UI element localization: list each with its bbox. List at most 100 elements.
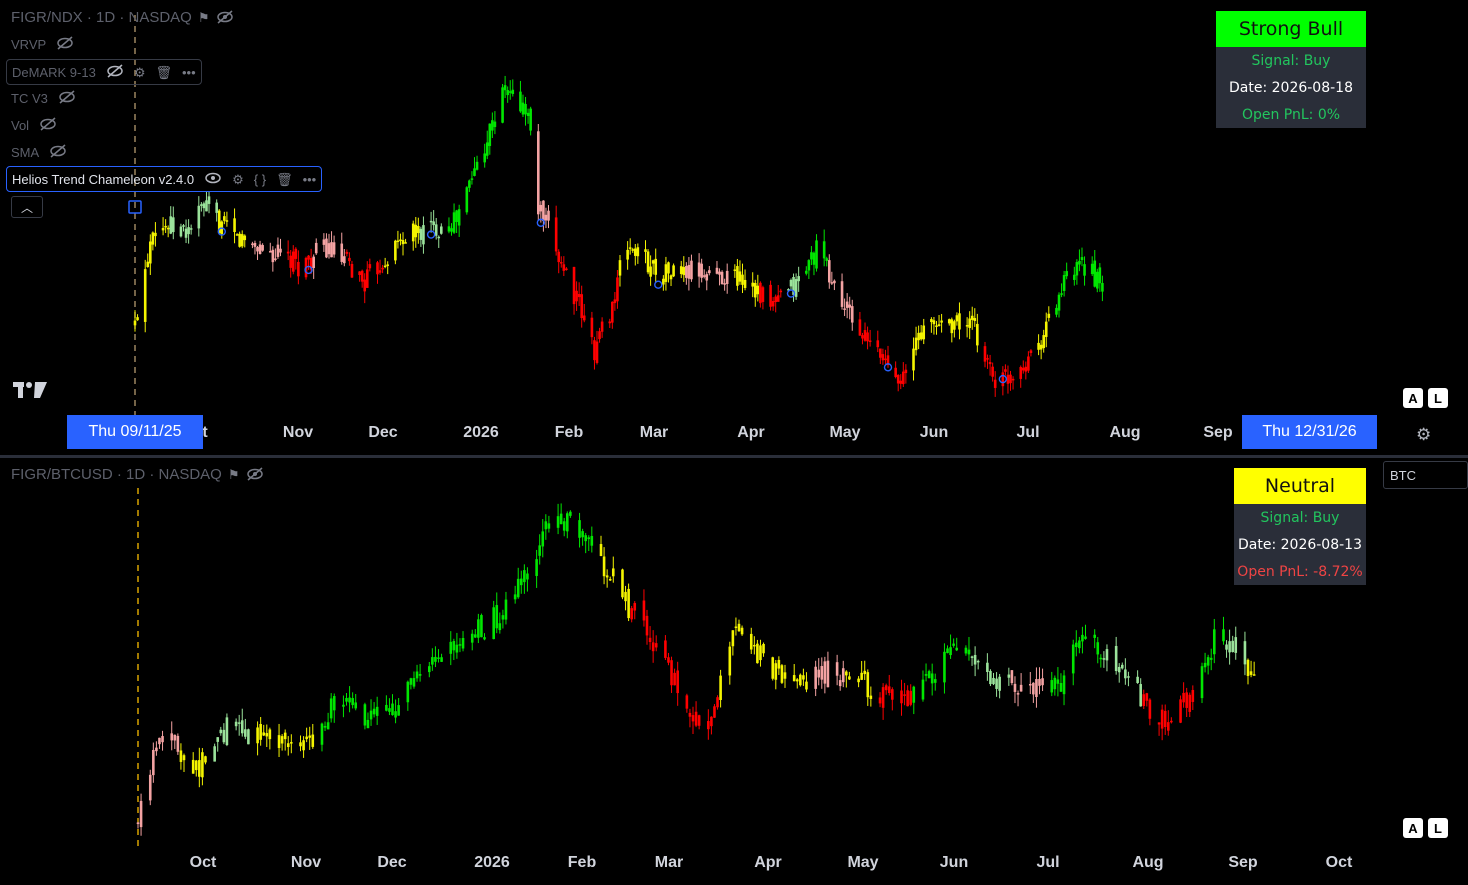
status-date: Date: 2026-08-18: [1229, 79, 1353, 96]
flag-icon[interactable]: ⚑: [197, 10, 210, 25]
candle-body: [826, 660, 830, 688]
candle-body: [664, 264, 668, 282]
time-axis-btc[interactable]: Oct Nov Dec 2026 Feb Mar Apr May Jun Jul Aug Sep Oct: [0, 850, 1468, 878]
candle-body: [1231, 640, 1234, 653]
candle-body: [644, 249, 647, 252]
indicator-sma[interactable]: SMA: [6, 140, 72, 164]
eye-off-icon[interactable]: [58, 90, 76, 106]
candle-body: [261, 245, 264, 251]
symbol-legend-btc[interactable]: FIGR/BTCUSD · 1D · NASDAQ ⚑: [11, 466, 264, 483]
candle-body: [332, 242, 336, 255]
candle-body: [529, 108, 532, 131]
candle-body: [973, 654, 977, 665]
candle-body: [611, 568, 615, 577]
candle-body: [1102, 658, 1106, 660]
pivot-marker: [998, 374, 1008, 384]
candle-body: [924, 674, 928, 676]
indicator-vrvp[interactable]: VRVP: [6, 32, 79, 56]
candle-body: [691, 715, 695, 722]
collapse-legend-button[interactable]: ︿: [11, 196, 43, 218]
candle-body: [756, 643, 759, 664]
eye-off-icon[interactable]: [56, 36, 74, 52]
candle-body: [687, 265, 691, 279]
chevron-up-icon: ︿: [20, 200, 33, 215]
more-icon[interactable]: •••: [181, 64, 196, 80]
candle-body: [412, 678, 416, 687]
candle-body: [265, 733, 269, 737]
candle-body: [688, 712, 692, 717]
candle-body: [205, 200, 208, 212]
candle-body: [651, 260, 655, 264]
symbol-legend-ndx[interactable]: FIGR/NDX · 1D · NASDAQ ⚑: [11, 9, 234, 26]
candle-body: [415, 671, 419, 679]
candle-body: [860, 672, 863, 680]
candle-body: [602, 556, 606, 577]
settings-icon[interactable]: ⚙: [1416, 425, 1432, 444]
trash-icon[interactable]: 🗑: [276, 171, 293, 187]
more-icon[interactable]: •••: [302, 171, 317, 187]
candle-body: [993, 379, 997, 388]
candle-body: [850, 306, 854, 323]
price-plot-btc[interactable]: [0, 458, 1468, 885]
candle-body: [685, 266, 688, 278]
candle-body: [363, 279, 367, 292]
trash-icon[interactable]: 🗑: [155, 64, 172, 80]
candle-body: [906, 690, 909, 707]
candle-body: [953, 321, 956, 330]
candle-body: [225, 220, 229, 222]
chart-pane-btc[interactable]: FIGR/BTCUSD · 1D · NASDAQ ⚑ Neutral Sign…: [0, 458, 1468, 885]
log-scale-button[interactable]: L: [1428, 388, 1448, 408]
settings-icon[interactable]: ⚙: [232, 171, 244, 187]
candle-body: [648, 637, 652, 642]
tradingview-logo[interactable]: [13, 380, 47, 400]
candle-body: [149, 241, 152, 264]
candle-body: [1007, 674, 1011, 678]
candle-body: [501, 87, 504, 123]
candle-body: [176, 735, 180, 752]
candle-body: [630, 608, 633, 620]
candle-body: [774, 296, 777, 303]
candle-body: [388, 708, 391, 712]
candle-body: [761, 287, 765, 302]
status-title: Neutral: [1234, 468, 1366, 504]
indicator-tc-v3[interactable]: TC V3: [6, 86, 81, 110]
candle-body: [708, 270, 711, 274]
candle-body: [308, 735, 312, 738]
eye-off-icon[interactable]: [39, 117, 57, 133]
eye-icon[interactable]: [204, 171, 222, 187]
candle-body: [299, 742, 302, 747]
source-code-icon[interactable]: { }: [253, 171, 267, 187]
candle-body: [325, 238, 328, 258]
auto-scale-button[interactable]: A: [1403, 388, 1423, 408]
candle-body: [1065, 271, 1068, 277]
eye-off-icon[interactable]: [106, 64, 124, 80]
candle-body: [286, 251, 290, 254]
candle-body: [572, 266, 576, 305]
indicator-vol[interactable]: Vol: [6, 113, 62, 137]
candle-body: [930, 319, 933, 323]
candle-body: [461, 638, 465, 649]
pane-divider[interactable]: [0, 455, 1468, 458]
indicator-demark[interactable]: DeMARK 9-13 ⚙ 🗑 •••: [6, 59, 202, 85]
compare-symbol-input[interactable]: BTC: [1383, 461, 1468, 489]
candle-body: [148, 774, 152, 801]
candle-body: [235, 234, 239, 236]
time-tick-label: Nov: [282, 424, 314, 441]
log-scale-button[interactable]: L: [1428, 818, 1448, 838]
eye-off-icon[interactable]: [246, 466, 264, 483]
auto-scale-button[interactable]: A: [1403, 818, 1423, 838]
drag-handle[interactable]: [128, 200, 142, 214]
indicator-helios[interactable]: Helios Trend Chameleon v2.4.0 ⚙ { } 🗑 ••…: [6, 166, 323, 192]
price-plot-ndx[interactable]: [0, 0, 1468, 455]
flag-icon[interactable]: ⚑: [227, 467, 240, 482]
chart-pane-ndx[interactable]: FIGR/NDX · 1D · NASDAQ ⚑ VRVP DeMARK 9-1…: [0, 0, 1468, 455]
candle-body: [845, 671, 848, 676]
settings-icon[interactable]: ⚙: [133, 64, 146, 80]
time-axis-ndx[interactable]: t Nov Dec 2026 Feb Mar Apr May Jun Jul Aug Sep: [0, 420, 1468, 448]
candle-body: [884, 685, 888, 691]
candle-body: [1222, 629, 1225, 642]
eye-off-icon[interactable]: [216, 9, 234, 26]
candle-body: [519, 91, 522, 112]
candle-body: [161, 227, 165, 231]
eye-off-icon[interactable]: [49, 144, 67, 160]
